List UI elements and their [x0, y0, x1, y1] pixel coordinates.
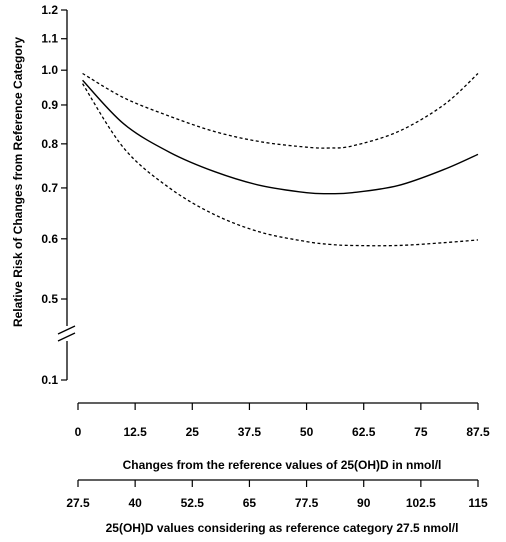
y-tick-label: 0.9 [41, 98, 58, 112]
x2-tick-label: 115 [468, 496, 488, 510]
y-axis: 0.5 0.6 0.7 0.8 0.9 1.0 1.1 1.2 0.1 [41, 3, 76, 387]
y-tick-label: 0.5 [41, 292, 58, 306]
y-axis-title: Relative Risk of Changes from Reference … [11, 37, 25, 327]
x-tick-label: 62.5 [352, 425, 376, 439]
y-tick-label: 0.6 [41, 232, 58, 246]
confidence-bound-line [82, 72, 479, 149]
estimate-line [82, 79, 479, 195]
x2-tick-label: 52.5 [181, 496, 205, 510]
x-axis: 0 12.5 25 37.5 50 62.5 75 87.5 [75, 402, 490, 439]
x-tick-label: 25 [186, 425, 200, 439]
x-tick-label: 75 [414, 425, 428, 439]
y-tick-label: 0.7 [41, 181, 58, 195]
x2-axis-title: 25(OH)D values considering as reference … [106, 521, 459, 535]
x-tick-label: 37.5 [238, 425, 262, 439]
y-axis-break-mark [57, 332, 76, 342]
x2-tick-label: 27.5 [66, 496, 90, 510]
y-axis-break-mark [57, 325, 76, 335]
confidence-bound-line [82, 83, 479, 247]
y-tick-label: 0.1 [41, 373, 58, 387]
x2-tick-label: 40 [128, 496, 142, 510]
series-lines [82, 72, 479, 247]
x-tick-label: 0 [75, 425, 82, 439]
x2-tick-label: 90 [357, 496, 371, 510]
y-tick-label: 1.0 [41, 63, 58, 77]
y-tick-label: 0.8 [41, 137, 58, 151]
x2-tick-label: 65 [243, 496, 257, 510]
x-tick-label: 12.5 [123, 425, 147, 439]
x2-tick-label: 102.5 [406, 496, 436, 510]
y-tick-label: 1.1 [41, 32, 58, 46]
x2-tick-label: 77.5 [295, 496, 319, 510]
x-tick-label: 50 [300, 425, 314, 439]
x-axis-title: Changes from the reference values of 25(… [123, 458, 442, 472]
x-tick-label: 87.5 [466, 425, 490, 439]
y-tick-label: 1.2 [41, 3, 58, 17]
x2-axis: 27.5 40 52.5 65 77.5 90 102.5 115 [66, 479, 488, 510]
